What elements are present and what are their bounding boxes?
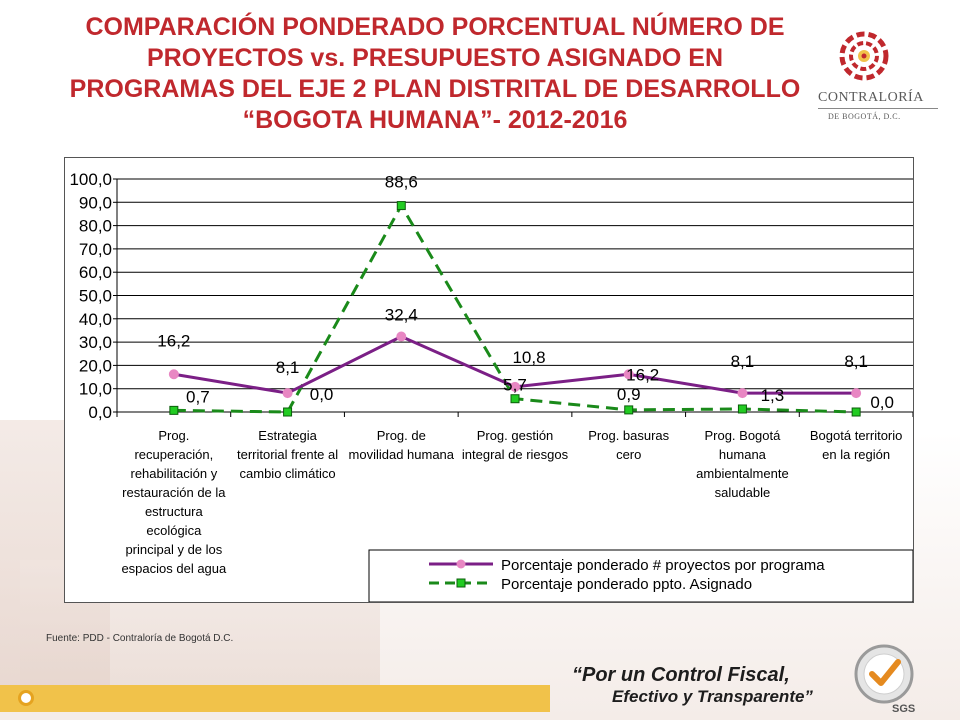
series-2-point [396,201,406,211]
slogan-line-1: “Por un Control Fiscal, [572,664,790,686]
x-tick-label: Bogotá territorio en la región [810,428,903,462]
series-2-data-label: 0,0 [310,385,334,404]
footer-circle-icon [18,690,34,706]
legend-marker-series-2 [456,578,466,588]
y-tick-label: 0,0 [88,403,112,422]
series-1-point [623,369,634,380]
series-2-point [510,394,520,404]
series-1-point [510,381,520,392]
legend-label-series-1: Porcentaje ponderado # proyectos por pro… [501,557,825,574]
series-2-point [737,404,747,414]
series-1-data-label: 16,2 [626,365,659,384]
series-1-data-label: 8,1 [844,352,868,371]
slide-title: COMPARACIÓN PONDERADO PORCENTUAL NÚMERO … [30,12,840,136]
x-tick-label: Prog. Bogotá humana ambientalmente saludabl… [696,428,789,500]
series-2-point [624,405,634,415]
iso-9001-cert-icon: SGS [854,644,915,715]
legend-label-series-2: Porcentaje ponderado ppto. Asignado [501,576,752,593]
y-tick-label: 50,0 [79,287,112,306]
chart-frame: 0,0 10,0 20,0 30,0 40,0 50,0 60,0 70,0 80,0 90,0 1… [64,157,914,603]
contraloria-logo: CONTRALORÍA DE BOGOTÁ, D.C. [818,22,938,132]
slogan-line-2: Efectivo y Transparente” [612,687,813,706]
series-2-data-label: 1,3 [761,386,785,405]
contraloria-logo-icon [839,31,889,81]
title-line-1: COMPARACIÓN PONDERADO PORCENTUAL NÚMERO … [85,13,785,41]
y-tick-label: 90,0 [79,193,112,212]
series-2-point [283,407,293,417]
logo-subtitle: DE BOGOTÁ, D.C. [828,112,901,121]
x-tick-label: Prog. gestión integral de riesgos [462,428,569,462]
title-line-4: “BOGOTA HUMANA”- 2012-2016 [242,106,628,134]
series-2-data-label: 0,9 [617,385,641,404]
y-tick-label: 30,0 [79,333,112,352]
y-tick-label: 60,0 [79,263,112,282]
x-tick-label: Prog. recuperación, rehabilitación y restau… [121,428,227,576]
series-2-data-label: 5,7 [503,376,527,395]
series-2-data-label: 0,0 [870,393,894,412]
series-2-data-label: 0,7 [186,387,210,406]
x-tick-label: Prog. de movilidad humana [349,428,455,462]
title-line-3: PROGRAMAS DEL EJE 2 PLAN DISTRITAL DE DE… [69,75,801,103]
series-2-point [169,405,179,415]
legend-box [368,549,914,603]
logo-name: CONTRALORÍA [818,90,938,109]
series-1-data-label: 16,2 [157,331,190,350]
series-1-point [851,388,862,399]
legend-marker-series-1 [456,559,466,569]
series-1-point [282,388,293,399]
series-1-data-label: 32,4 [385,306,418,325]
series-1-data-label: 10,8 [512,348,545,367]
y-tick-label: 80,0 [79,217,112,236]
series-2-data-label: 88,6 [385,173,418,192]
y-tick-label: 40,0 [79,310,112,329]
y-tick-label: 70,0 [79,240,112,259]
line-chart: 0,0 10,0 20,0 30,0 40,0 50,0 60,0 70,0 80,0 90,0 1… [69,170,914,603]
series-1-data-label: 8,1 [731,352,755,371]
title-line-2: PROYECTOS vs. PRESUPUESTO ASIGNADO EN [146,44,724,72]
y-tick-label: 100,0 [69,170,112,189]
source-note: Fuente: PDD - Contraloría de Bogotá D.C. [46,633,234,644]
y-tick-label: 10,0 [79,380,112,399]
series-1-point [168,369,179,380]
footer-bar [0,685,550,712]
series-1-data-label: 8,1 [276,358,300,377]
cert-text: SGS [892,703,915,715]
x-tick-label: Estrategia territorial frente al cambio cl… [237,428,338,481]
series-1-point [737,388,748,399]
series-2-point [851,407,861,417]
slogan: “Por un Control Fiscal, Efectivo y Trans… [572,664,832,708]
y-tick-label: 20,0 [79,356,112,375]
x-tick-label: Prog. basuras cero [588,428,669,462]
series-1-point [396,331,407,342]
